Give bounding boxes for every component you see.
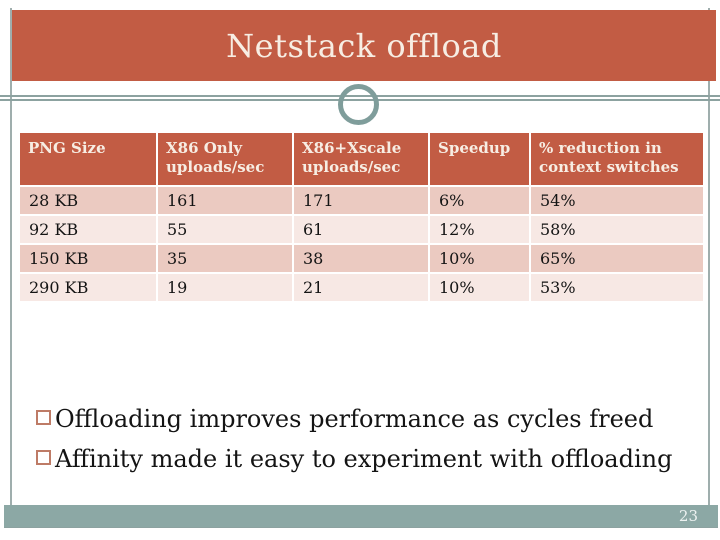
table-cell: 161 (158, 187, 292, 214)
table-cell: 171 (294, 187, 428, 214)
table-cell: 21 (294, 274, 428, 301)
table-cell: 10% (430, 274, 529, 301)
square-bullet-icon (36, 410, 51, 425)
table-cell: 28 KB (20, 187, 156, 214)
right-frame-line (708, 8, 710, 528)
table-cell: 6% (430, 187, 529, 214)
table-cell: 54% (531, 187, 703, 214)
table-cell: 12% (430, 216, 529, 243)
table-cell: 38 (294, 245, 428, 272)
table-cell: 65% (531, 245, 703, 272)
table-cell: 19 (158, 274, 292, 301)
table-cell: 53% (531, 274, 703, 301)
title-banner: Netstack offload (12, 10, 716, 81)
col-header-x86-only: X86 Only uploads/sec (158, 133, 292, 185)
col-header-x86-xscale: X86+Xscale uploads/sec (294, 133, 428, 185)
square-bullet-icon (36, 450, 51, 465)
left-frame-line (10, 8, 12, 528)
table-cell: 92 KB (20, 216, 156, 243)
bullet-item: Offloading improves performance as cycle… (36, 400, 672, 440)
footer-bar: 23 (4, 505, 718, 528)
table-cell: 290 KB (20, 274, 156, 301)
table-cell: 10% (430, 245, 529, 272)
slide-title: Netstack offload (226, 26, 502, 65)
col-header-png-size: PNG Size (20, 133, 156, 185)
bullet-text: Offloading improves performance as cycle… (55, 405, 654, 433)
bullet-text: Affinity made it easy to experiment with… (55, 445, 673, 473)
results-table: PNG Size X86 Only uploads/sec X86+Xscale… (20, 133, 703, 301)
table-cell: 150 KB (20, 245, 156, 272)
table-cell: 55 (158, 216, 292, 243)
bullet-list: Offloading improves performance as cycle… (36, 400, 672, 480)
page-number: 23 (678, 507, 698, 525)
bullet-item: Affinity made it easy to experiment with… (36, 440, 672, 480)
table-cell: 35 (158, 245, 292, 272)
col-header-context-switches: % reduction in context switches (531, 133, 703, 185)
col-header-speedup: Speedup (430, 133, 529, 185)
table-cell: 58% (531, 216, 703, 243)
table-cell: 61 (294, 216, 428, 243)
circle-ornament-icon (338, 84, 379, 125)
